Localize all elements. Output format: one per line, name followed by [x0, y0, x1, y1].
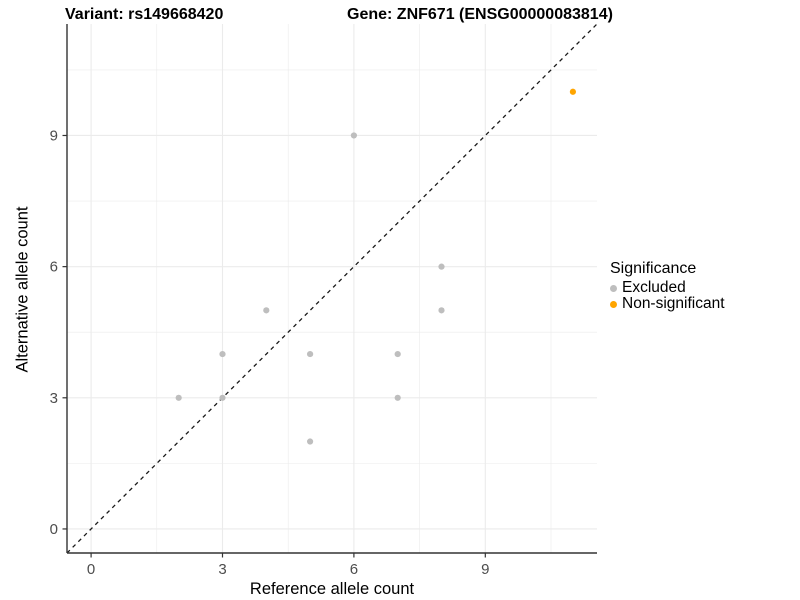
legend-item-excluded: Excluded	[610, 279, 725, 296]
y-tick-label: 3	[50, 390, 58, 407]
legend-item-label: Non-significant	[622, 295, 725, 312]
y-tick-label: 9	[50, 127, 58, 144]
data-point-excluded	[219, 350, 226, 358]
y-tick-label: 0	[50, 521, 58, 538]
x-tick-label: 0	[87, 561, 95, 578]
data-point-excluded	[350, 132, 358, 139]
y-tick-label: 6	[50, 259, 58, 276]
data-point-excluded	[394, 394, 401, 401]
x-tick-label: 9	[481, 561, 489, 578]
data-point-excluded	[219, 394, 226, 401]
non-significant-dot-icon	[610, 300, 617, 308]
variant-title: Variant: rs149668420	[65, 6, 224, 23]
legend-title: Significance	[610, 260, 697, 277]
y-axis-title: Alternative allele count	[13, 206, 32, 373]
gene-title: Gene: ZNF671 (ENSG00000083814)	[347, 6, 613, 23]
legend-item-non-significant: Non-significant	[610, 295, 725, 312]
x-tick-label: 3	[218, 561, 226, 578]
data-point-excluded	[306, 350, 314, 358]
data-point-excluded	[306, 438, 314, 445]
legend-item-label: Excluded	[622, 279, 686, 296]
x-axis-title: Reference allele count	[249, 580, 415, 598]
data-point-excluded	[438, 263, 445, 270]
excluded-dot-icon	[610, 284, 617, 292]
data-point-excluded	[175, 394, 182, 401]
legend: Significance Excluded Non-significant	[610, 260, 725, 312]
identity-dashed-line	[66, 23, 598, 554]
data-point-excluded	[438, 307, 445, 314]
x-tick-label: 6	[350, 561, 358, 578]
data-point-excluded	[263, 307, 270, 314]
data-point-non-significant	[569, 88, 577, 95]
data-point-excluded	[394, 350, 401, 358]
